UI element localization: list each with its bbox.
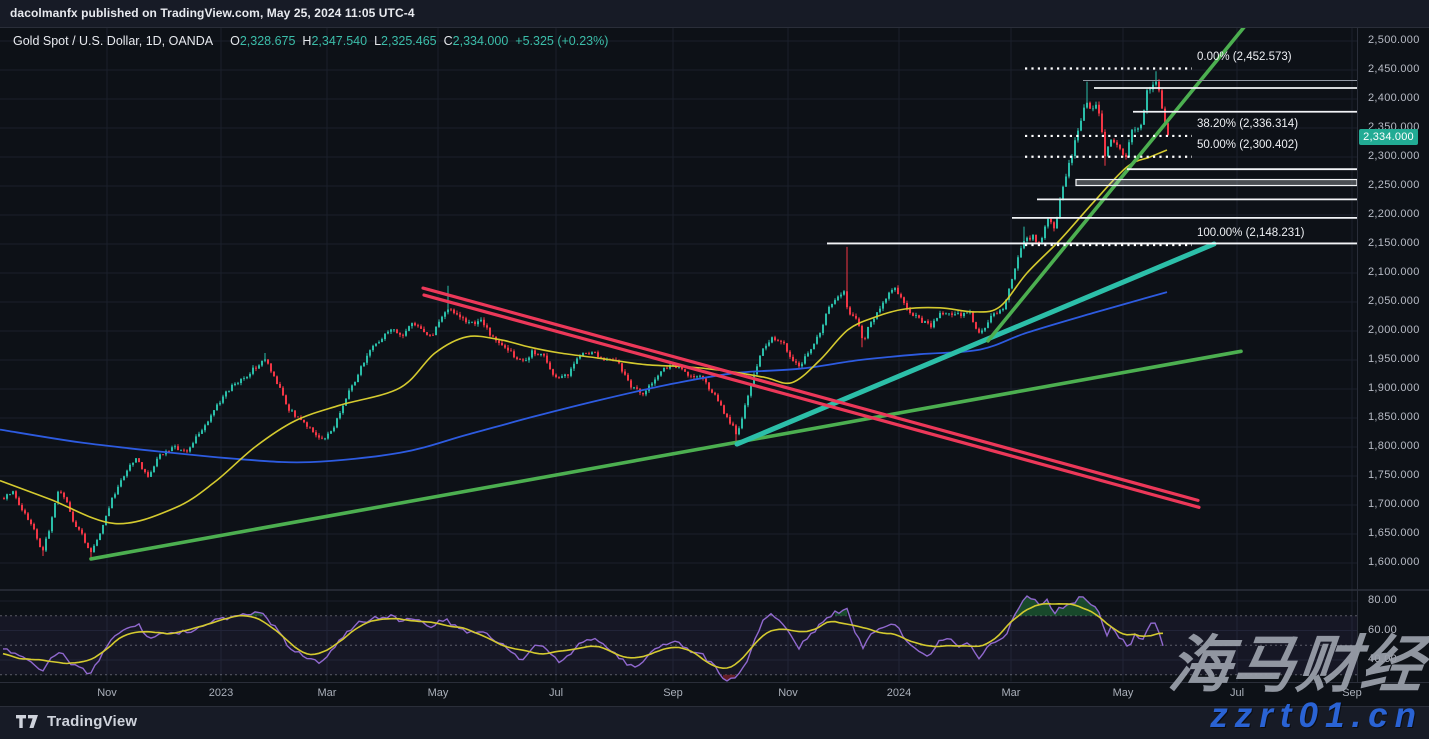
time-tick: Nov [778,687,798,699]
high-value: 2,347.540 [311,34,368,48]
watermark-url: zzrt01.cn [1210,696,1423,735]
time-tick: Mar [1001,687,1021,699]
price-tick: 1,650.000 [1368,527,1420,539]
time-tick: Sep [1342,687,1362,699]
fib-label-0[interactable]: 0.00% (2,452.573) [1197,50,1292,63]
symbol-legend[interactable]: Gold Spot / U.S. Dollar, 1D, OANDA O2,328… [13,34,608,48]
rsi-tick: 60.00 [1368,623,1398,636]
time-tick: Mar [317,687,337,699]
time-tick: Sep [663,687,683,699]
price-tick: 1,750.000 [1368,469,1420,481]
rsi-overshoot-fill [1015,596,1099,616]
candles-group [3,71,1169,560]
teal-uptrend-line[interactable] [734,241,1217,447]
downtrend-channel-upper[interactable] [421,286,1200,502]
price-tick: 2,300.000 [1368,150,1420,162]
price-tick: 2,250.000 [1368,179,1420,191]
attribution-bar: dacolmanfx published on TradingView.com,… [0,0,1429,28]
time-tick: 2023 [208,687,234,699]
low-key: L [374,34,382,48]
high-key: H [302,34,312,48]
long-uptrend-line[interactable] [89,349,1243,561]
price-tick: 2,450.000 [1368,63,1420,75]
open-value: 2,328.675 [239,34,296,48]
symbol-title[interactable]: Gold Spot / U.S. Dollar, 1D, OANDA [13,34,214,48]
time-tick: 2024 [886,687,912,699]
price-tick: 2,400.000 [1368,92,1420,104]
rsi-tick: 40.00 [1368,653,1398,665]
time-tick: May [427,687,449,699]
price-tick: 2,200.000 [1368,208,1420,220]
gridlines [0,27,1357,682]
price-tick: 2,050.000 [1368,295,1420,307]
close-key: C [443,34,453,48]
price-tick: 1,900.000 [1368,382,1420,394]
time-axis[interactable]: Nov 2023 Mar May Jul Sep Nov 2024 Mar May Jul Sep [0,682,1362,705]
close-value: 2,334.000 [452,34,509,48]
last-price-label: 2,334.000 [1359,129,1418,146]
fib-label-382[interactable]: 38.20% (2,336.314) [1197,117,1299,130]
time-tick: Jul [548,687,564,699]
attribution-text: dacolmanfx published on TradingView.com,… [10,6,415,20]
price-tick: 1,600.000 [1368,556,1420,568]
rsi-band [0,615,1357,675]
time-tick: May [1112,687,1134,699]
downtrend-channel-lower[interactable] [422,293,1201,509]
fib-label-50[interactable]: 50.00% (2,300.402) [1197,138,1299,151]
rsi-tick: 80.00 [1368,594,1398,606]
rsi-group [2,595,1164,682]
time-tick: Jul [1229,687,1245,699]
fib-label-100[interactable]: 100.00% (2,148.231) [1197,227,1305,240]
tradingview-logo[interactable]: TradingView [16,713,137,730]
ma-slow-line[interactable] [0,291,1168,464]
time-tick: Nov [97,687,117,699]
steep-uptrend-line[interactable] [986,25,1247,343]
price-tick: 1,850.000 [1368,411,1420,423]
price-tick: 1,800.000 [1368,440,1420,452]
price-tick: 1,700.000 [1368,498,1420,510]
price-axis[interactable]: 2,500.000 2,450.000 2,400.000 2,350.000 2,30… [1358,0,1429,705]
rsi-overshoot-fill [723,674,735,681]
horizontal-band[interactable] [1075,178,1358,187]
low-value: 2,325.465 [381,34,437,48]
price-tick: 2,000.000 [1368,324,1420,336]
open-key: O [230,34,240,48]
price-tick: 1,950.000 [1368,353,1420,365]
tradingview-logo-icon [16,714,38,728]
footer-bar [0,706,1429,739]
price-tick: 2,500.000 [1368,34,1420,46]
change-value: +5.325 (+0.23%) [515,34,609,48]
price-tick: 2,150.000 [1368,237,1420,249]
price-tick: 2,100.000 [1368,266,1420,278]
rsi-ma-line[interactable] [2,602,1164,670]
rsi-line[interactable] [3,595,1164,682]
tradingview-logo-text: TradingView [47,713,138,730]
watermark-cjk: 海马财经 [1165,631,1429,700]
